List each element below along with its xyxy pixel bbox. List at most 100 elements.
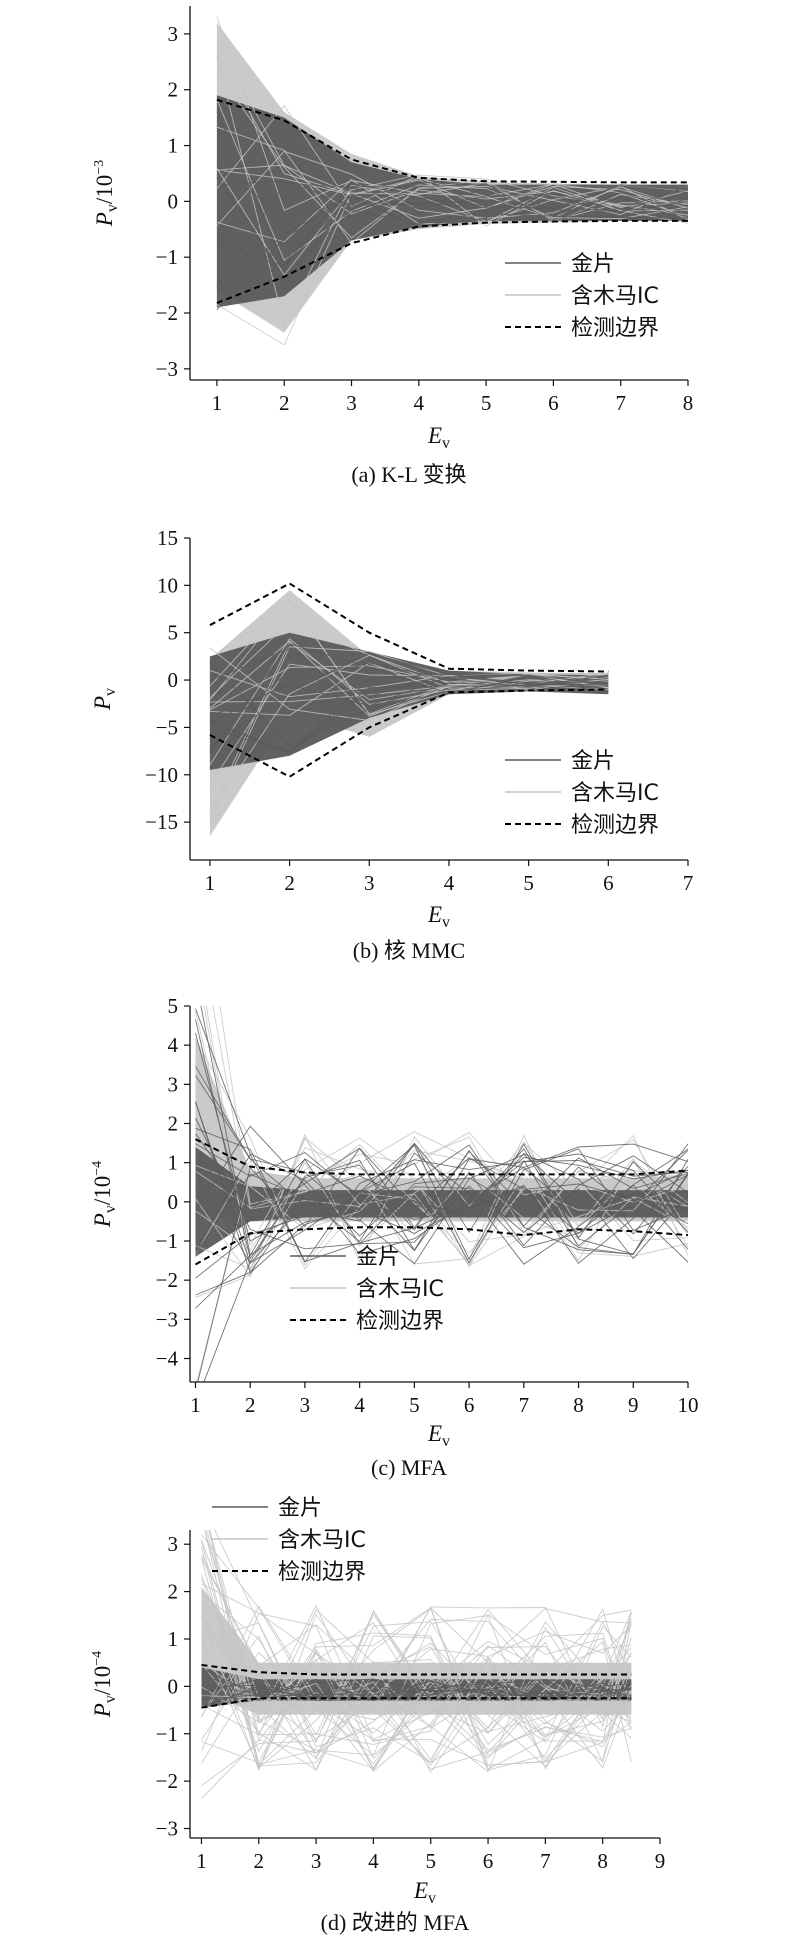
golden-trace — [195, 1147, 688, 1221]
y-tick-label: −1 — [156, 245, 178, 269]
y-tick-label: 3 — [168, 22, 179, 46]
y-tick-label: 10 — [157, 573, 178, 597]
golden-trace — [195, 1102, 688, 1264]
golden-trace — [216, 111, 688, 267]
trojan-trace — [201, 1540, 632, 1769]
trojan-trace — [195, 1137, 688, 1268]
trojan-trace — [209, 1530, 632, 1756]
boundary-line-upper — [216, 98, 688, 184]
golden-trace — [216, 176, 688, 278]
x-tick-label: 2 — [245, 1393, 256, 1417]
y-tick-label: −1 — [156, 1722, 178, 1746]
y-tick-label: −3 — [156, 1817, 178, 1841]
legend-golden-label: 金片 — [278, 1496, 322, 1521]
golden-trace — [216, 166, 688, 217]
x-axis-label: Ev — [427, 423, 450, 452]
y-tick-label: 4 — [168, 1033, 179, 1057]
legend-golden-label: 金片 — [356, 1245, 400, 1270]
y-tick-label: 0 — [168, 668, 179, 692]
trojan-trace — [216, 41, 688, 219]
x-tick-label: 6 — [483, 1849, 494, 1873]
legend-trojan-label: 含木马IC — [278, 1528, 366, 1553]
x-tick-label: 4 — [368, 1849, 379, 1873]
y-tick-label: −10 — [145, 763, 178, 787]
y-tick-label: 0 — [168, 1674, 179, 1698]
y-axis-label: Pv — [90, 688, 119, 711]
x-tick-label: 3 — [311, 1849, 322, 1873]
x-axis-label: Ev — [427, 1421, 450, 1450]
golden-trace — [209, 643, 609, 752]
y-tick-label: 2 — [168, 78, 179, 102]
trojan-trace — [209, 662, 609, 716]
boundary-line-lower — [195, 1226, 688, 1266]
legend-golden-label: 金片 — [571, 252, 615, 277]
chart-panel-1: −3 −2 −1 0 1 2 3 1 2 3 4 5 6 7 8 Pv/10−3 Ev (a) K-L 变换 金片含… — [92, 6, 693, 487]
legend-boundary-label: 检测边界 — [356, 1309, 444, 1334]
golden-trace — [216, 193, 688, 311]
trojan-trace — [201, 1557, 632, 1764]
x-tick-label: 1 — [196, 1849, 207, 1873]
y-axis-label: Pv/10−3 — [92, 160, 121, 227]
legend-boundary-label: 检测边界 — [571, 813, 659, 838]
trojan-trace — [209, 600, 609, 715]
x-tick-label: 9 — [628, 1393, 639, 1417]
golden-trace — [216, 183, 688, 263]
legend-boundary-label: 检测边界 — [571, 316, 659, 341]
y-tick-label: 1 — [168, 1627, 179, 1651]
y-tick-label: −2 — [156, 1268, 178, 1292]
legend-golden-label: 金片 — [571, 749, 615, 774]
y-tick-label: −2 — [156, 1769, 178, 1793]
trojan-trace — [209, 670, 609, 698]
golden-trace — [201, 1678, 632, 1697]
x-tick-label: 5 — [409, 1393, 420, 1417]
y-tick-label: −3 — [156, 357, 178, 381]
golden-trace — [195, 1153, 688, 1263]
chart-panel-2: −15 −10 −5 0 5 10 15 1 2 3 4 5 6 7 Pv Ev (b) 核 MMC 金片含木马I… — [90, 526, 693, 963]
y-tick-label: 1 — [168, 134, 179, 158]
y-axis-label: Pv/10−4 — [90, 1161, 119, 1228]
legend-trojan-label: 含木马IC — [571, 781, 659, 806]
golden-trace — [200, 1006, 688, 1256]
x-tick-label: 1 — [212, 391, 223, 415]
panel-caption: (d) 改进的 MFA — [321, 1910, 470, 1935]
trojan-trace — [216, 150, 688, 226]
trojan-band — [216, 22, 688, 333]
trojan-trace — [216, 167, 688, 276]
trojan-trace — [201, 1610, 632, 1769]
trojan-trace — [208, 1530, 632, 1767]
trojan-trace — [209, 599, 609, 716]
golden-trace — [195, 1101, 688, 1274]
trojan-trace — [201, 1554, 632, 1770]
trojan-trace — [201, 1609, 632, 1760]
trojan-trace — [196, 1131, 688, 1382]
trojan-trace — [204, 1530, 632, 1766]
trojan-trace — [201, 1613, 632, 1772]
golden-trace — [201, 1667, 632, 1701]
trojan-trace — [206, 1530, 632, 1754]
x-axis-label: Ev — [427, 902, 450, 931]
x-tick-label: 5 — [481, 391, 492, 415]
x-tick-label: 1 — [205, 871, 216, 895]
x-tick-label: 10 — [678, 1393, 699, 1417]
y-tick-label: 3 — [168, 1072, 179, 1096]
golden-trace — [216, 182, 688, 288]
golden-trace — [209, 652, 609, 748]
x-tick-label: 6 — [603, 871, 614, 895]
x-tick-label: 5 — [425, 1849, 436, 1873]
y-tick-label: −3 — [156, 1307, 178, 1331]
plot-area — [195, 1006, 688, 1382]
golden-trace — [201, 1675, 632, 1701]
trojan-trace — [216, 16, 688, 219]
y-axis-label: Pv/10−4 — [90, 1651, 119, 1718]
boundary-line-upper — [201, 1664, 632, 1676]
golden-trace — [209, 672, 609, 753]
y-tick-label: −1 — [156, 1229, 178, 1253]
legend-trojan-label: 含木马IC — [356, 1277, 444, 1302]
trojan-trace — [201, 1635, 632, 1763]
trojan-trace — [201, 1578, 632, 1766]
golden-trace — [216, 192, 688, 293]
x-tick-label: 4 — [444, 871, 455, 895]
